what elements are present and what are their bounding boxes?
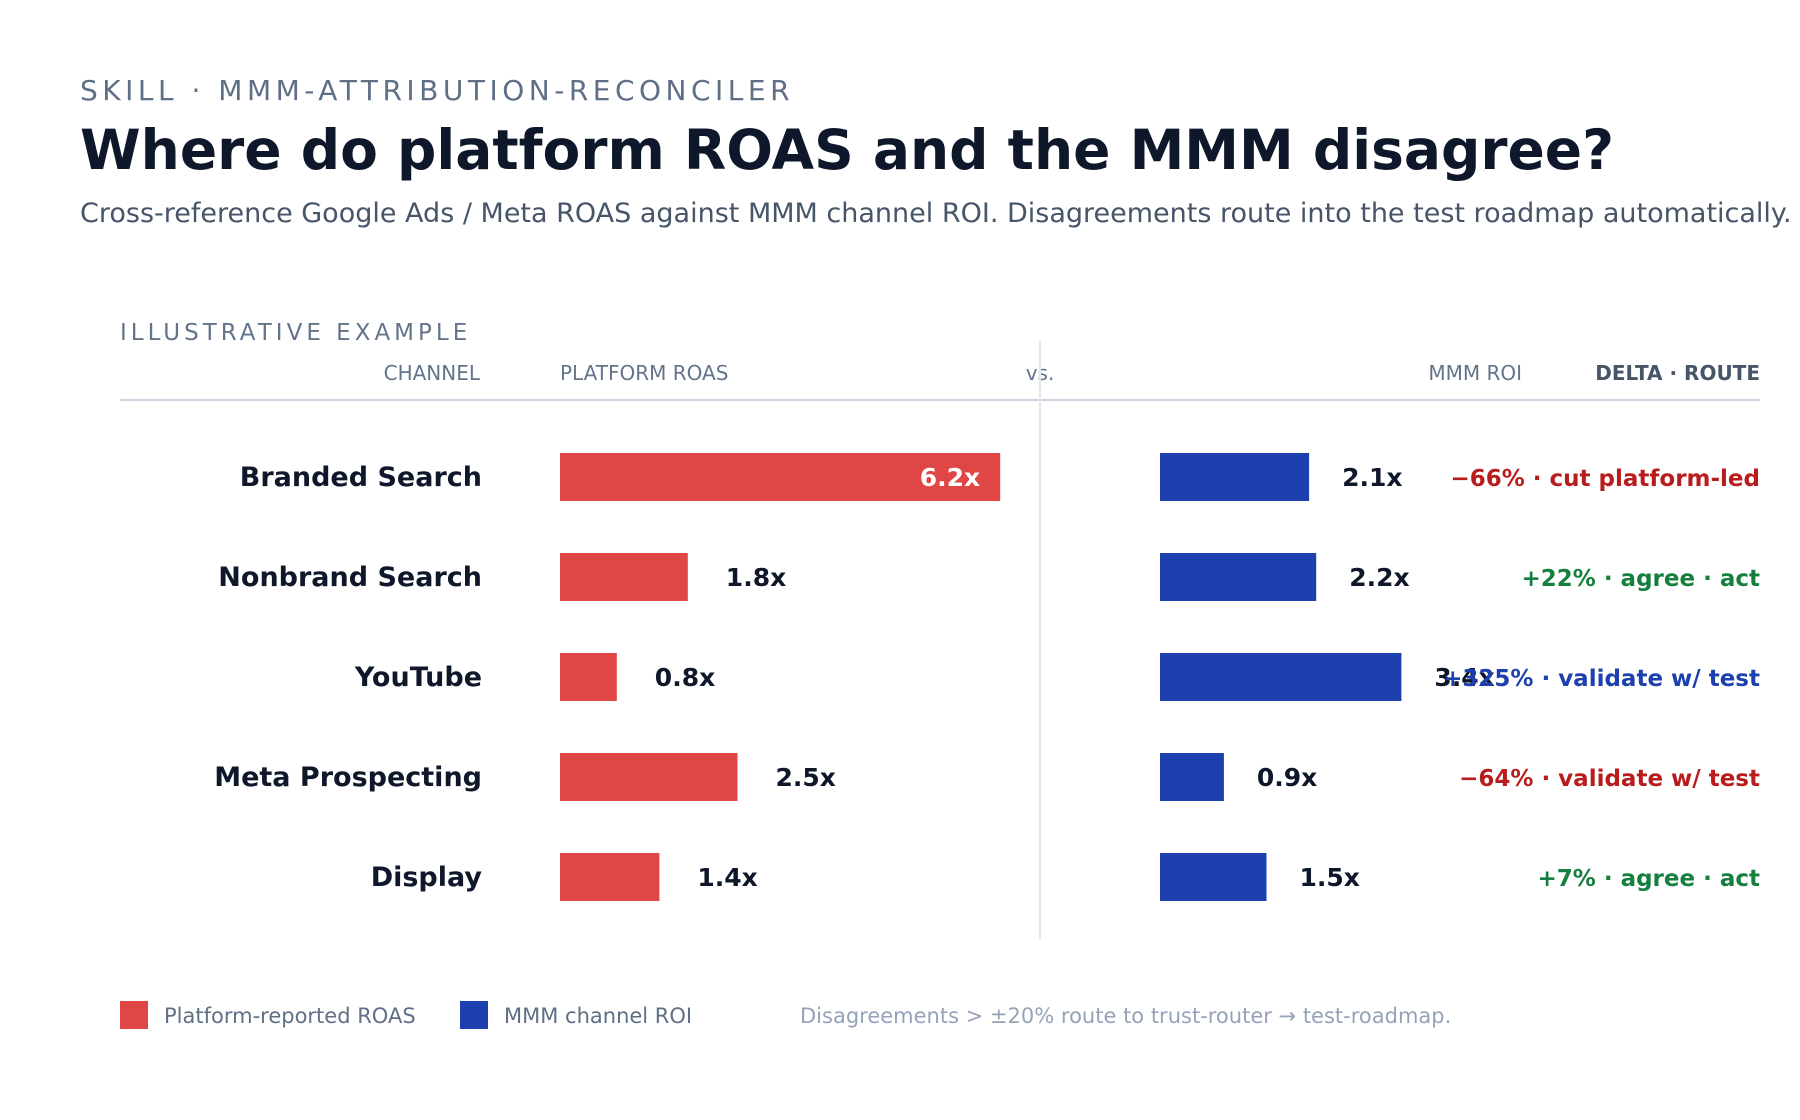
legend-label-mmm: MMM channel ROI bbox=[504, 1004, 692, 1028]
channel-label: Display bbox=[371, 862, 483, 893]
column-header-platform-roas: PLATFORM ROAS bbox=[560, 361, 728, 385]
platform-roas-bar bbox=[560, 653, 617, 701]
legend-label-platform: Platform-reported ROAS bbox=[164, 1004, 416, 1028]
delta-route-label: +7% · agree · act bbox=[1538, 866, 1761, 892]
platform-roas-value-label: 0.8x bbox=[655, 663, 715, 692]
channel-label: YouTube bbox=[354, 662, 482, 693]
mmm-roi-value-label: 2.1x bbox=[1342, 463, 1402, 492]
delta-route-label: −66% · cut platform-led bbox=[1450, 466, 1760, 492]
platform-roas-bar bbox=[560, 553, 688, 601]
mmm-roi-bar bbox=[1160, 753, 1224, 801]
page-subtitle: Cross-reference Google Ads / Meta ROAS a… bbox=[80, 198, 1792, 229]
delta-route-label: +325% · validate w/ test bbox=[1443, 666, 1760, 692]
eyebrow-label: SKILL · MMM-ATTRIBUTION-RECONCILER bbox=[80, 74, 795, 107]
delta-route-label: −64% · validate w/ test bbox=[1459, 766, 1760, 792]
section-label: ILLUSTRATIVE EXAMPLE bbox=[120, 320, 471, 346]
platform-roas-bar bbox=[560, 453, 1001, 501]
mmm-roi-bar bbox=[1160, 853, 1267, 901]
platform-roas-value-label: 1.8x bbox=[726, 563, 786, 592]
footnote: Disagreements > ±20% route to trust-rout… bbox=[800, 1004, 1451, 1028]
platform-roas-bar bbox=[560, 853, 660, 901]
platform-roas-value-label: 1.4x bbox=[697, 863, 757, 892]
mmm-roi-bar bbox=[1160, 653, 1402, 701]
platform-roas-bar bbox=[560, 753, 738, 801]
mmm-roi-value-label: 2.2x bbox=[1349, 563, 1409, 592]
delta-route-label: +22% · agree · act bbox=[1521, 566, 1760, 592]
column-header-delta-route: DELTA · ROUTE bbox=[1595, 361, 1760, 385]
mmm-roi-value-label: 0.9x bbox=[1257, 763, 1317, 792]
mmm-roi-value-label: 3.4x bbox=[1434, 663, 1494, 692]
mmm-roi-value-label: 1.5x bbox=[1300, 863, 1360, 892]
mmm-roi-bar bbox=[1160, 453, 1310, 501]
channel-label: Nonbrand Search bbox=[218, 562, 482, 593]
channel-label: Meta Prospecting bbox=[214, 762, 482, 793]
channel-label: Branded Search bbox=[240, 462, 482, 493]
platform-roas-value-label: 2.5x bbox=[776, 763, 836, 792]
column-header-channel: CHANNEL bbox=[384, 361, 481, 385]
page-title: Where do platform ROAS and the MMM disag… bbox=[80, 118, 1614, 182]
legend-swatch-mmm bbox=[460, 1001, 488, 1029]
column-header-mmm-roi: MMM ROI bbox=[1428, 361, 1522, 385]
legend-swatch-platform bbox=[120, 1001, 148, 1029]
mmm-roi-bar bbox=[1160, 553, 1317, 601]
platform-roas-value-label: 6.2x bbox=[920, 463, 980, 492]
